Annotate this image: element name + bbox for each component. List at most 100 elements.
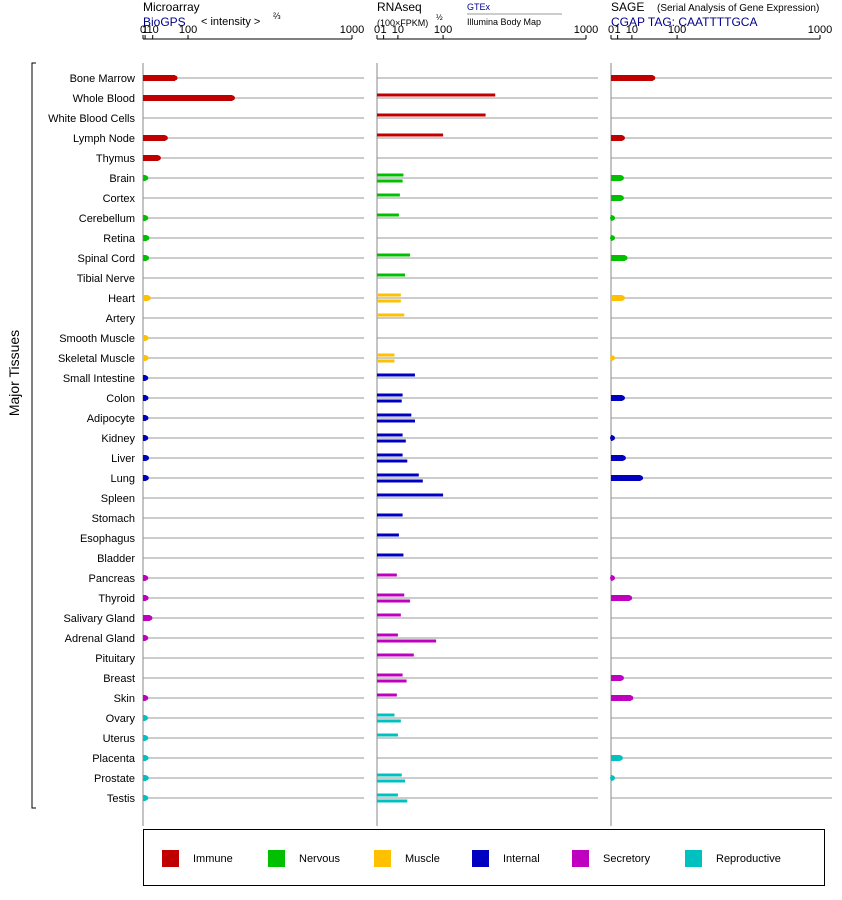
rnaseq-bar-illumina bbox=[377, 374, 415, 377]
legend-item-muscle: Muscle bbox=[374, 850, 440, 867]
rnaseq-bar-illumina bbox=[377, 180, 403, 183]
sage-bar-cap bbox=[638, 476, 643, 481]
tissue-label: Uterus bbox=[103, 733, 136, 745]
microarray-bar-cap bbox=[143, 796, 148, 801]
sage-bar-cap bbox=[627, 596, 632, 601]
rnaseq-title: RNAseq bbox=[377, 0, 422, 14]
tissue-label: Cortex bbox=[103, 193, 136, 205]
rnaseq-bar-gtex bbox=[377, 354, 394, 357]
microarray-bar-cap bbox=[143, 396, 148, 401]
sage-bar-cap bbox=[620, 396, 625, 401]
sage-bar-cap bbox=[621, 456, 626, 461]
tissue-label: Cerebellum bbox=[79, 213, 135, 225]
rnaseq-bar-gtex bbox=[377, 474, 419, 477]
microarray-bar-cap bbox=[143, 436, 148, 441]
rnaseq-bar-illumina bbox=[377, 194, 400, 197]
rnaseq-tick-label: 10 bbox=[392, 24, 404, 36]
sage-bar-cap bbox=[610, 216, 615, 221]
sage-bar bbox=[611, 695, 631, 701]
tissue-label: Thyroid bbox=[98, 593, 135, 605]
microarray-tick-label: 10 bbox=[147, 24, 159, 36]
rnaseq-bar-illumina bbox=[377, 314, 404, 317]
legend-swatch bbox=[162, 850, 179, 867]
rnaseq-bar-illumina bbox=[377, 494, 443, 497]
rnaseq-bar-illumina bbox=[377, 94, 495, 97]
legend-swatch bbox=[374, 850, 391, 867]
rnaseq-bar-illumina bbox=[377, 534, 399, 537]
sage-bar-cap bbox=[619, 176, 624, 181]
tissue-label: Bone Marrow bbox=[70, 73, 135, 85]
tissue-label: Heart bbox=[108, 293, 135, 305]
microarray-bar-cap bbox=[143, 216, 148, 221]
legend-item-immune: Immune bbox=[162, 850, 233, 867]
tissue-label: Placenta bbox=[92, 753, 136, 765]
microarray-bar bbox=[143, 95, 232, 101]
rnaseq-series-illumina: Illumina Body Map bbox=[467, 17, 541, 27]
sage-bar-cap bbox=[623, 256, 628, 261]
tissue-label: Artery bbox=[106, 313, 136, 325]
legend-item-secretory: Secretory bbox=[572, 850, 650, 867]
tissue-label: Ovary bbox=[106, 713, 136, 725]
microarray-bar-cap bbox=[144, 476, 149, 481]
sage-bar-cap bbox=[618, 756, 623, 761]
tissue-label: Stomach bbox=[92, 513, 135, 525]
sage-bar-cap bbox=[619, 676, 624, 681]
tissue-label: Bladder bbox=[97, 553, 135, 565]
rnaseq-bar-gtex bbox=[377, 294, 401, 297]
microarray-bar-cap bbox=[144, 456, 149, 461]
tissue-label: Spleen bbox=[101, 493, 135, 505]
microarray-bar-cap bbox=[143, 576, 148, 581]
sage-tick-label: 0 bbox=[608, 24, 614, 36]
legend-item-nervous: Nervous bbox=[268, 850, 340, 867]
rnaseq-bar-illumina bbox=[377, 360, 394, 363]
tissue-label: White Blood Cells bbox=[48, 113, 135, 125]
rnaseq-tick-label: 100 bbox=[434, 24, 452, 36]
legend-label: Reproductive bbox=[716, 853, 781, 865]
sage-bar-cap bbox=[610, 356, 615, 361]
rnaseq-bar-illumina bbox=[377, 554, 403, 557]
sage-title: SAGE bbox=[611, 0, 644, 14]
legend-item-internal: Internal bbox=[472, 850, 540, 867]
tissue-label: Salivary Gland bbox=[63, 613, 135, 625]
legend: Immune Nervous Muscle Internal Secretory Repr… bbox=[143, 829, 825, 886]
microarray-bar-cap bbox=[143, 736, 148, 741]
legend-swatch bbox=[472, 850, 489, 867]
microarray-bar-cap bbox=[156, 156, 161, 161]
tissue-label: Lymph Node bbox=[73, 133, 135, 145]
tissue-label: Lung bbox=[111, 473, 135, 485]
microarray-bar-cap bbox=[144, 336, 149, 341]
microarray-bar-cap bbox=[143, 176, 148, 181]
rnaseq-bar-gtex bbox=[377, 394, 403, 397]
tissue-label: Liver bbox=[111, 453, 135, 465]
rnaseq-bar-gtex bbox=[377, 794, 398, 797]
microarray-bar-cap bbox=[143, 416, 148, 421]
rnaseq-bar-illumina bbox=[377, 800, 407, 803]
rnaseq-bar-illumina bbox=[377, 734, 398, 737]
legend-label: Nervous bbox=[299, 853, 340, 865]
rnaseq-bar-illumina bbox=[377, 574, 397, 577]
microarray-bar-cap bbox=[144, 236, 149, 241]
rnaseq-bar-gtex bbox=[377, 174, 403, 177]
rnaseq-bar-gtex bbox=[377, 714, 394, 717]
microarray-unit-exponent: ⅔ bbox=[273, 11, 281, 21]
microarray-bar-cap bbox=[144, 596, 149, 601]
rnaseq-bar-illumina bbox=[377, 300, 401, 303]
microarray-tick-label: 1000 bbox=[340, 24, 364, 36]
legend-label: Immune bbox=[193, 853, 233, 865]
microarray-bar-cap bbox=[143, 696, 148, 701]
sage-bar-cap bbox=[628, 696, 633, 701]
rnaseq-bar-illumina bbox=[377, 214, 399, 217]
tissue-label: Brain bbox=[109, 173, 135, 185]
microarray-bar-cap bbox=[173, 76, 178, 81]
tissue-label: Retina bbox=[103, 233, 136, 245]
tissue-bracket bbox=[32, 63, 36, 808]
tissue-label: Esophagus bbox=[80, 533, 136, 545]
tissue-label: Smooth Muscle bbox=[59, 333, 135, 345]
rnaseq-bar-illumina bbox=[377, 694, 397, 697]
rnaseq-bar-illumina bbox=[377, 720, 401, 723]
rnaseq-bar-gtex bbox=[377, 774, 402, 777]
rnaseq-bar-illumina bbox=[377, 274, 405, 277]
rnaseq-bar-illumina bbox=[377, 134, 443, 137]
rnaseq-bar-illumina bbox=[377, 640, 436, 643]
sage-subtitle: (Serial Analysis of Gene Expression) bbox=[657, 3, 819, 14]
